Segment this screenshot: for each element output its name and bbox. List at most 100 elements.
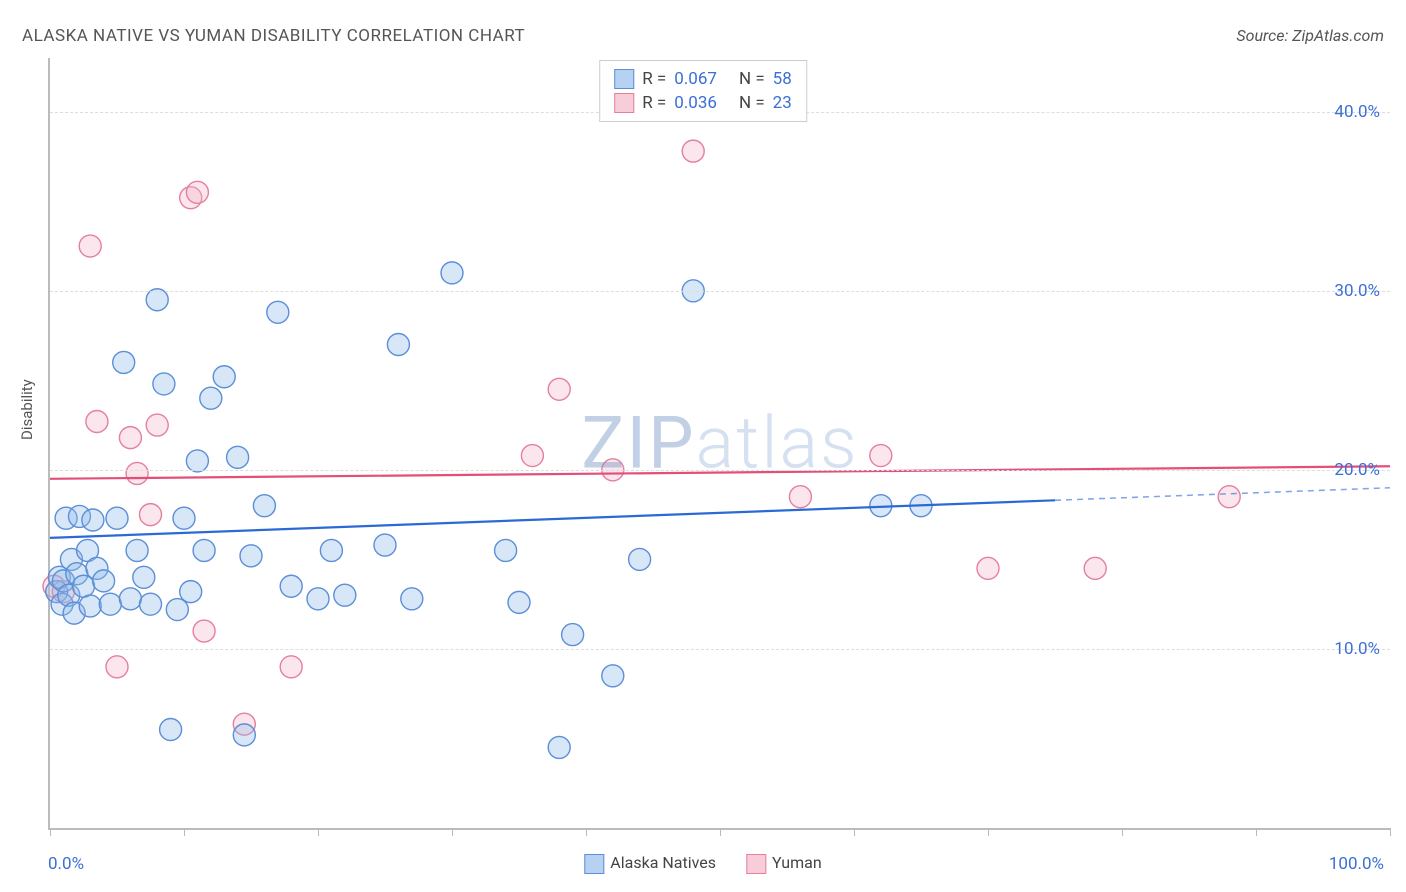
scatter-point	[374, 534, 396, 556]
chart-container: ALASKA NATIVE VS YUMAN DISABILITY CORREL…	[0, 0, 1406, 892]
scatter-point	[870, 445, 892, 467]
x-tick	[720, 828, 721, 836]
x-tick	[50, 828, 51, 836]
scatter-point	[789, 486, 811, 508]
r-label: R =	[642, 69, 666, 89]
scatter-point	[146, 414, 168, 436]
x-tick	[318, 828, 319, 836]
scatter-point	[280, 656, 302, 678]
scatter-point	[1084, 557, 1106, 579]
chart-title: ALASKA NATIVE VS YUMAN DISABILITY CORREL…	[22, 26, 525, 46]
x-axis-max-label: 100.0%	[1329, 854, 1384, 874]
legend-swatch	[584, 854, 604, 874]
x-tick	[988, 828, 989, 836]
legend-series-item: Yuman	[746, 853, 822, 874]
legend-series-label: Yuman	[772, 853, 822, 872]
y-tick-label: 10.0%	[1334, 639, 1380, 659]
scatter-point	[173, 507, 195, 529]
source-attribution: Source: ZipAtlas.com	[1236, 26, 1384, 45]
x-tick	[586, 828, 587, 836]
scatter-point	[133, 566, 155, 588]
r-label: R =	[642, 93, 666, 113]
scatter-svg	[50, 58, 1390, 828]
scatter-point	[153, 373, 175, 395]
scatter-point	[86, 411, 108, 433]
legend-stat-row: R = 0.036 N = 23	[614, 91, 792, 115]
scatter-point	[495, 539, 517, 561]
gridline	[50, 649, 1390, 650]
scatter-point	[320, 539, 342, 561]
y-tick-label: 20.0%	[1334, 460, 1380, 480]
scatter-point	[200, 387, 222, 409]
scatter-point	[227, 446, 249, 468]
legend-swatch	[614, 93, 634, 113]
scatter-point	[119, 588, 141, 610]
scatter-point	[977, 557, 999, 579]
x-tick	[1256, 828, 1257, 836]
legend-series-item: Alaska Natives	[584, 853, 716, 874]
scatter-point	[106, 656, 128, 678]
scatter-point	[1218, 486, 1240, 508]
scatter-point	[213, 366, 235, 388]
legend-swatch	[614, 69, 634, 89]
gridline	[50, 291, 1390, 292]
x-tick	[452, 828, 453, 836]
n-value: 23	[773, 93, 792, 113]
scatter-point	[140, 504, 162, 526]
scatter-point	[79, 235, 101, 257]
r-value: 0.036	[674, 93, 717, 113]
scatter-point	[307, 588, 329, 610]
scatter-point	[233, 724, 255, 746]
scatter-point	[334, 584, 356, 606]
y-tick-label: 40.0%	[1334, 102, 1380, 122]
x-tick	[854, 828, 855, 836]
scatter-point	[562, 624, 584, 646]
scatter-point	[160, 719, 182, 741]
scatter-point	[441, 262, 463, 284]
scatter-point	[186, 450, 208, 472]
regression-line	[50, 500, 1055, 538]
scatter-point	[186, 181, 208, 203]
x-axis-min-label: 0.0%	[48, 854, 84, 874]
scatter-point	[193, 620, 215, 642]
scatter-point	[682, 140, 704, 162]
scatter-point	[106, 507, 128, 529]
regression-line	[50, 466, 1390, 479]
scatter-point	[119, 427, 141, 449]
legend-series: Alaska Natives Yuman	[584, 853, 821, 874]
legend-swatch	[746, 854, 766, 874]
scatter-point	[193, 539, 215, 561]
scatter-point	[82, 509, 104, 531]
scatter-point	[126, 462, 148, 484]
scatter-point	[113, 351, 135, 373]
scatter-point	[508, 591, 530, 613]
x-tick	[1122, 828, 1123, 836]
scatter-point	[146, 289, 168, 311]
scatter-point	[401, 588, 423, 610]
scatter-point	[602, 665, 624, 687]
scatter-point	[79, 595, 101, 617]
scatter-point	[548, 378, 570, 400]
legend-stats: R = 0.067 N = 58 R = 0.036 N = 23	[599, 60, 807, 122]
scatter-point	[93, 570, 115, 592]
y-tick-label: 30.0%	[1334, 281, 1380, 301]
plot-area: ZIPatlas 10.0%20.0%30.0%40.0%	[48, 58, 1390, 830]
scatter-point	[521, 445, 543, 467]
n-label: N =	[739, 93, 765, 113]
scatter-point	[629, 548, 651, 570]
n-label: N =	[739, 69, 765, 89]
x-tick	[1390, 828, 1391, 836]
scatter-point	[280, 575, 302, 597]
x-tick	[184, 828, 185, 836]
scatter-point	[548, 736, 570, 758]
scatter-point	[126, 539, 148, 561]
scatter-point	[253, 495, 275, 517]
gridline	[50, 470, 1390, 471]
n-value: 58	[773, 69, 792, 89]
r-value: 0.067	[674, 69, 717, 89]
scatter-point	[240, 545, 262, 567]
scatter-point	[267, 301, 289, 323]
scatter-point	[99, 593, 121, 615]
legend-stat-row: R = 0.067 N = 58	[614, 67, 792, 91]
legend-series-label: Alaska Natives	[610, 853, 716, 872]
